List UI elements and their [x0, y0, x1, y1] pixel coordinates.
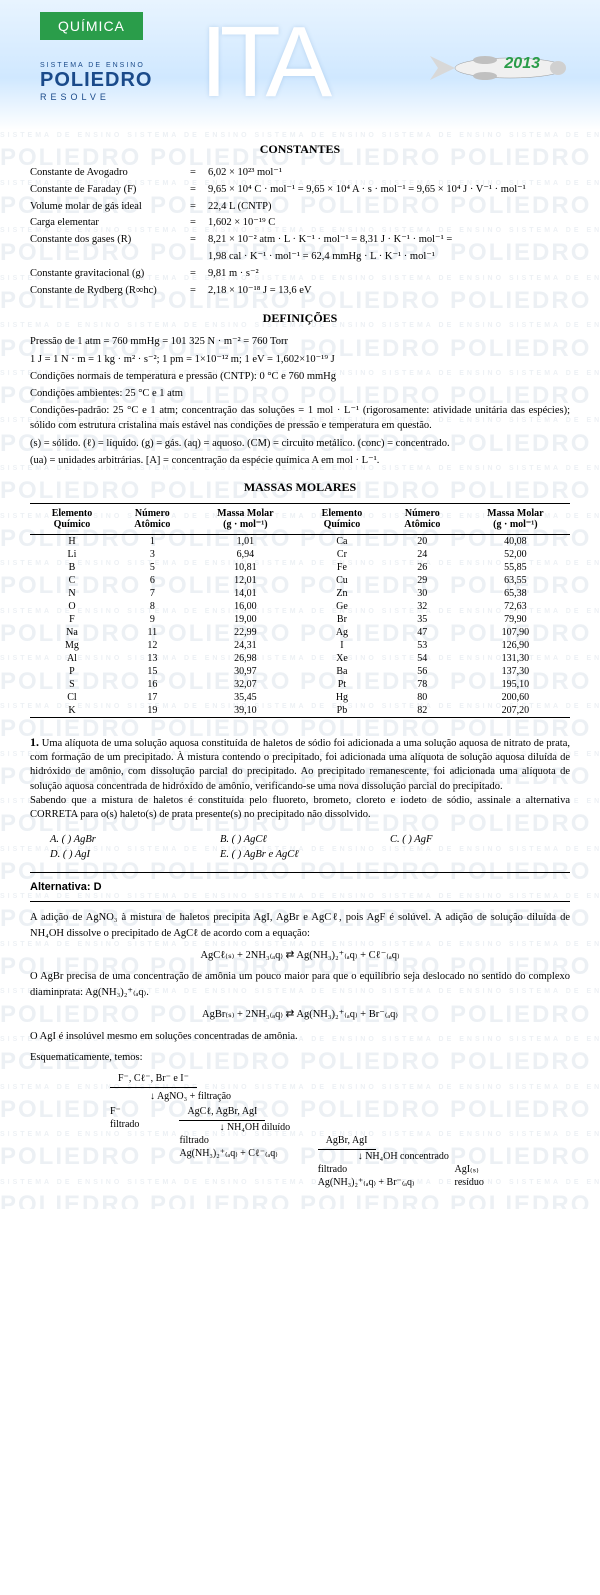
flow-start: F⁻, Cℓ⁻, Br⁻ e I⁻	[110, 1072, 197, 1088]
table-header-row: ElementoQuímicoNúmeroAtômicoMassa Molar(…	[30, 504, 570, 535]
alt-a: A. ( ) AgBr	[50, 834, 210, 845]
table-row: Mg1224,31I53126,90	[30, 639, 570, 652]
flow-right2: AgBr, AgI	[318, 1134, 376, 1150]
page-header: QUÍMICA ITA SISTEMA DE ENSINO POLIEDRO R…	[0, 0, 600, 130]
definition-line: Pressão de 1 atm = 760 mmHg = 101 325 N …	[30, 334, 570, 349]
table-header: NúmeroAtômico	[384, 504, 461, 535]
flow-left2b: Ag(NH₃)₂⁺₍ₐq₎ + Cℓ⁻₍ₐq₎	[179, 1147, 277, 1160]
equation-2: AgBr₍ₛ₎ + 2NH₃₍ₐq₎ ⇄ Ag(NH₃)₂⁺₍ₐq₎ + Br⁻…	[30, 1007, 570, 1023]
exam-logo: ITA	[200, 5, 324, 120]
table-row: Cl1735,45Hg80200,60	[30, 691, 570, 704]
question-number: 1.	[30, 735, 39, 749]
flow-right1: AgCℓ, AgBr, AgI	[179, 1105, 265, 1121]
answer-key: Alternativa: D	[0, 877, 600, 897]
solution-p3: O AgI é insolúvel mesmo em soluções conc…	[30, 1029, 570, 1045]
table-row: N714,01Zn3065,38	[30, 587, 570, 600]
table-row: Na1122,99Ag47107,90	[30, 626, 570, 639]
table-row: B510,81Fe2655,85	[30, 561, 570, 574]
question-text-1: Uma alíquota de uma solução aquosa const…	[30, 738, 570, 792]
table-row: K1939,10Pb82207,20	[30, 704, 570, 718]
constant-label: Constante de Avogadro	[30, 165, 190, 182]
constant-value: 1,602 × 10⁻¹⁹ C	[208, 215, 570, 232]
constant-value: 6,02 × 10²³ mol⁻¹	[208, 165, 570, 182]
constant-label: Constante gravitacional (g)	[30, 266, 190, 283]
table-body: H11,01Ca2040,08Li36,94Cr2452,00B510,81Fe…	[30, 535, 570, 718]
alt-e: E. ( ) AgBr e AgCℓ	[220, 849, 380, 860]
definition-line: (s) = sólido. (ℓ) = líquido. (g) = gás. …	[30, 436, 570, 451]
definitions-title: DEFINIÇÕES	[0, 311, 600, 326]
flow-left2: filtrado	[179, 1134, 277, 1147]
definition-line: Condições normais de temperatura e press…	[30, 369, 570, 384]
flow-left3: filtrado	[318, 1163, 415, 1176]
solution-p1: A adição de AgNO₃ à mistura de haletos p…	[30, 910, 570, 942]
flow-left1: F⁻	[110, 1105, 139, 1118]
constant-label: Constante de Faraday (F)	[30, 182, 190, 199]
divider	[30, 872, 570, 873]
constant-value: 1,98 cal · K⁻¹ · mol⁻¹ = 62,4 mmHg · L ·…	[208, 249, 570, 266]
solution-block: A adição de AgNO₃ à mistura de haletos p…	[0, 906, 600, 1209]
table-row: Li36,94Cr2452,00	[30, 548, 570, 561]
table-header: ElementoQuímico	[30, 504, 114, 535]
definition-line: Condições-padrão: 25 °C e 1 atm; concent…	[30, 403, 570, 433]
table-header: ElementoQuímico	[300, 504, 384, 535]
brand-tagline-2: RESOLVE	[40, 92, 152, 102]
question-1: 1. Uma alíquota de uma solução aquosa co…	[0, 726, 600, 830]
airplane-icon	[410, 40, 590, 90]
table-header: NúmeroAtômico	[114, 504, 191, 535]
definitions-block: Pressão de 1 atm = 760 mmHg = 101 325 N …	[0, 334, 600, 468]
alt-b: B. ( ) AgCℓ	[220, 834, 380, 845]
constant-label: Volume molar de gás ideal	[30, 199, 190, 216]
flow-right3: AgI₍ₛ₎	[454, 1163, 483, 1176]
flow-right3b: resíduo	[454, 1176, 483, 1189]
constant-value: 22,4 L (CNTP)	[208, 199, 570, 216]
flow-left3b: Ag(NH₃)₂⁺₍ₐq₎ + Br⁻₍ₐq₎	[318, 1176, 415, 1189]
question-text-2: Sabendo que a mistura de haletos é const…	[30, 794, 570, 822]
table-row: P1530,97Ba56137,30	[30, 665, 570, 678]
table-row: C612,01Cu2963,55	[30, 574, 570, 587]
solution-p2: O AgBr precisa de uma concentração de am…	[30, 969, 570, 1001]
table-row: F919,00Br3579,90	[30, 613, 570, 626]
table-row: H11,01Ca2040,08	[30, 535, 570, 549]
flow-left1b: filtrado	[110, 1118, 139, 1131]
alternatives: A. ( ) AgBr B. ( ) AgCℓ C. ( ) AgF D. ( …	[0, 830, 600, 868]
divider	[30, 901, 570, 902]
table-header: Massa Molar(g · mol⁻¹)	[461, 504, 570, 535]
definition-line: Condições ambientes: 25 °C e 1 atm	[30, 386, 570, 401]
masses-title: MASSAS MOLARES	[0, 480, 600, 495]
flowchart: F⁻, Cℓ⁻, Br⁻ e I⁻ ↓ AgNO₃ + filtração F⁻…	[30, 1072, 570, 1189]
constant-label: Constante de Rydberg (R∞hc)	[30, 283, 190, 300]
flow-step2: NH₄OH diluído	[227, 1122, 290, 1133]
table-header: Massa Molar(g · mol⁻¹)	[191, 504, 300, 535]
constants-table: Constante de Avogadro=6,02 × 10²³ mol⁻¹C…	[0, 165, 600, 299]
table-row: S1632,07Pt78195,10	[30, 678, 570, 691]
molar-mass-table: ElementoQuímicoNúmeroAtômicoMassa Molar(…	[30, 503, 570, 718]
subject-tag: QUÍMICA	[40, 12, 143, 40]
constant-value: 9,81 m · s⁻²	[208, 266, 570, 283]
constant-label: Carga elementar	[30, 215, 190, 232]
brand-tagline-1: SISTEMA DE ENSINO	[40, 62, 152, 69]
table-row: Al1326,98Xe54131,30	[30, 652, 570, 665]
constant-value: 2,18 × 10⁻¹⁸ J = 13,6 eV	[208, 283, 570, 300]
flow-step3: NH₄OH concentrado	[365, 1151, 449, 1162]
table-row: O816,00Ge3272,63	[30, 600, 570, 613]
alt-c: C. ( ) AgF	[390, 834, 550, 845]
constant-label	[30, 249, 190, 266]
constant-value: 9,65 × 10⁴ C · mol⁻¹ = 9,65 × 10⁴ A · s …	[208, 182, 570, 199]
year-badge: 2013	[504, 55, 540, 73]
constant-value: 8,21 × 10⁻² atm · L · K⁻¹ · mol⁻¹ = 8,31…	[208, 232, 570, 249]
solution-p4: Esquematicamente, temos:	[30, 1050, 570, 1066]
alt-d: D. ( ) AgI	[50, 849, 210, 860]
constant-label: Constante dos gases (R)	[30, 232, 190, 249]
flow-step1: AgNO₃ + filtração	[157, 1091, 231, 1102]
brand-logo: SISTEMA DE ENSINO POLIEDRO RESOLVE	[40, 62, 152, 102]
brand-name: POLIEDRO	[40, 69, 152, 92]
equation-1: AgCℓ₍ₛ₎ + 2NH₃₍ₐq₎ ⇄ Ag(NH₃)₂⁺₍ₐq₎ + Cℓ⁻…	[30, 948, 570, 964]
definition-line: (ua) = unidades arbitrárias. [A] = conce…	[30, 453, 570, 468]
constants-title: CONSTANTES	[0, 142, 600, 157]
definition-line: 1 J = 1 N · m = 1 kg · m² · s⁻²; 1 pm = …	[30, 352, 570, 367]
